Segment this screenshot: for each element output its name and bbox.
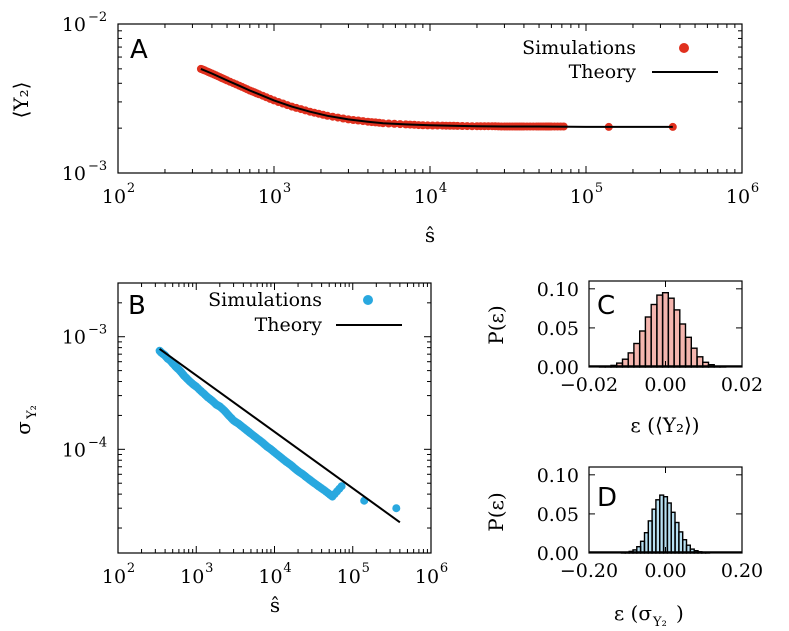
panel-b-axes: 10 2 10 3 10 4 10 5 10 610 −310 −4	[62, 282, 448, 588]
panel-b-legend-sim-label: Simulations	[208, 289, 322, 311]
panel-a-letter: A	[130, 35, 148, 65]
panel-d-xlabel: ε (σ Y₂ )	[614, 601, 684, 630]
panel-a-xtick-label: 10 5	[570, 181, 603, 208]
panel-b-ylabel-sub: Y₂	[25, 405, 40, 420]
panel-d-xlabel-main: ε (σ	[614, 601, 653, 625]
panel-b-ylabel: σ Y₂	[11, 405, 40, 435]
panel-a-xtick-base: 10	[726, 186, 750, 208]
panel-a-frame	[117, 23, 743, 174]
panel-b-ytick-label: 10 −3	[62, 323, 107, 349]
panel-a-xtick-label: 10 3	[258, 181, 291, 208]
panel-b-xtick-exp: 4	[283, 561, 291, 576]
panel-c-ytick-label: 0.10	[537, 279, 579, 301]
panel-d-ytick-label: 0.00	[537, 543, 579, 565]
panel-b-marks	[155, 346, 401, 524]
panel-a-ylabel: ⟨Y₂⟩	[9, 82, 33, 119]
panel-b-xtick-base: 10	[258, 566, 282, 588]
panel-b-xtick-label: 10 3	[180, 561, 213, 588]
panel-d-xtick-label: 0.00	[644, 560, 686, 582]
panel-c-letter: C	[597, 291, 615, 321]
panel-c-xtick-label: 0.00	[644, 374, 686, 396]
panel-b-xtick-exp: 2	[127, 561, 135, 576]
panel-b-ytick-exp: −3	[88, 323, 107, 338]
panel-c-axes: −0.02 0.00 0.020.100.050.00	[537, 279, 763, 396]
panel-b-ytick-exp: −4	[88, 435, 107, 450]
panel-c-ytick-label: 0.00	[537, 357, 579, 379]
panel-d-xtick-label: −0.20	[560, 560, 618, 582]
panel-a-xtick-base: 10	[570, 186, 594, 208]
panel-a-xtick-base: 10	[414, 186, 438, 208]
panel-c-xtick-label: 0.02	[721, 374, 763, 396]
panel-a-ytick-label: 10 −2	[62, 10, 107, 36]
panel-c-ylabel: P(ε)	[484, 305, 508, 344]
panel-b-xlabel: ŝ	[270, 593, 280, 617]
panel-b-xtick-label: 10 5	[337, 561, 370, 588]
panel-a-xtick-exp: 3	[283, 181, 291, 196]
panel-d-ytick-label: 0.10	[537, 465, 579, 487]
panel-b-xtick-exp: 6	[440, 561, 448, 576]
panel-d-axes: −0.20 0.00 0.200.100.050.00	[537, 465, 763, 582]
panel-a-xtick-exp: 6	[751, 181, 759, 196]
panel-a-xtick-base: 10	[102, 186, 126, 208]
panel-b-theory-line	[159, 348, 401, 524]
panel-c-xtick-label: −0.02	[560, 374, 618, 396]
panel-b-legend-sim-marker	[363, 295, 373, 305]
panel-b-ytick-base: 10	[62, 327, 86, 349]
panel-b-xtick-exp: 3	[205, 561, 213, 576]
panel-b-xtick-label: 10 2	[102, 561, 135, 588]
panel-c-xlabel: ε (⟨Y₂⟩)	[630, 413, 699, 437]
panel-a-xtick-label: 10 6	[726, 181, 759, 208]
panel-a-legend-theory-label: Theory	[569, 61, 637, 83]
panel-b-xtick-label: 10 4	[258, 561, 291, 588]
panel-a-axes: 10 2 10 3 10 4 10 5 10 610 −210 −3	[62, 10, 759, 208]
panel-b-sim-point	[392, 504, 401, 513]
panel-d-ytick-label: 0.05	[537, 504, 579, 526]
panel-d-xlabel-sub: Y₂	[652, 615, 667, 630]
panel-a-xtick-exp: 2	[127, 181, 135, 196]
panel-a-xtick-label: 10 2	[102, 181, 135, 208]
panel-b-sim-point	[337, 482, 346, 491]
panel-a-legend-sim-label: Simulations	[522, 37, 636, 59]
panel-d-ylabel: P(ε)	[484, 492, 508, 531]
panel-c-ytick-label: 0.05	[537, 318, 579, 340]
panel-b-xtick-base: 10	[102, 566, 126, 588]
panel-a-xtick-label: 10 4	[414, 181, 447, 208]
panel-a-ytick-exp: −3	[88, 159, 107, 174]
panel-a-theory-line	[200, 67, 673, 128]
panel-b-legend-theory-label: Theory	[255, 314, 323, 336]
panel-b-xtick-base: 10	[180, 566, 204, 588]
panel-b-letter: B	[128, 291, 146, 321]
panel-a-legend-sim-marker	[679, 43, 689, 53]
panel-a-marks	[196, 64, 677, 131]
panel-d-letter: D	[597, 483, 617, 513]
panel-a-ytick-base: 10	[62, 14, 86, 36]
panel-d-xtick-label: 0.20	[721, 560, 763, 582]
panel-b-ytick-label: 10 −4	[62, 435, 107, 461]
panel-d-xlabel-end: )	[676, 601, 684, 625]
panel-c: −0.02 0.00 0.020.100.050.00 C P(ε) ε (⟨Y₂⟩…	[484, 279, 763, 437]
panel-a-ytick-exp: −2	[88, 10, 107, 25]
panel-a-xlabel: ŝ	[425, 223, 435, 247]
panel-b-xtick-exp: 5	[362, 561, 370, 576]
panel-b-xtick-base: 10	[415, 566, 439, 588]
panel-d: −0.20 0.00 0.200.100.050.00 D P(ε) ε (σ Y₂…	[484, 465, 763, 630]
panel-b: 10 2 10 3 10 4 10 5 10 610 −310 −4 B Simulations Th…	[11, 282, 448, 617]
panel-a-ytick-base: 10	[62, 163, 86, 185]
panel-a-xtick-base: 10	[258, 186, 282, 208]
panel-d-histogram-fill	[621, 495, 710, 553]
panel-a: 10 2 10 3 10 4 10 5 10 610 −210 −3 A Simulations Th…	[9, 10, 759, 247]
panel-b-xtick-base: 10	[337, 566, 361, 588]
panel-a-ytick-label: 10 −3	[62, 159, 107, 185]
panel-a-xtick-exp: 4	[439, 181, 447, 196]
panel-b-ytick-base: 10	[62, 439, 86, 461]
panel-b-xtick-label: 10 6	[415, 561, 448, 588]
panel-a-xtick-exp: 5	[595, 181, 603, 196]
panel-b-ylabel-main: σ	[11, 421, 35, 435]
